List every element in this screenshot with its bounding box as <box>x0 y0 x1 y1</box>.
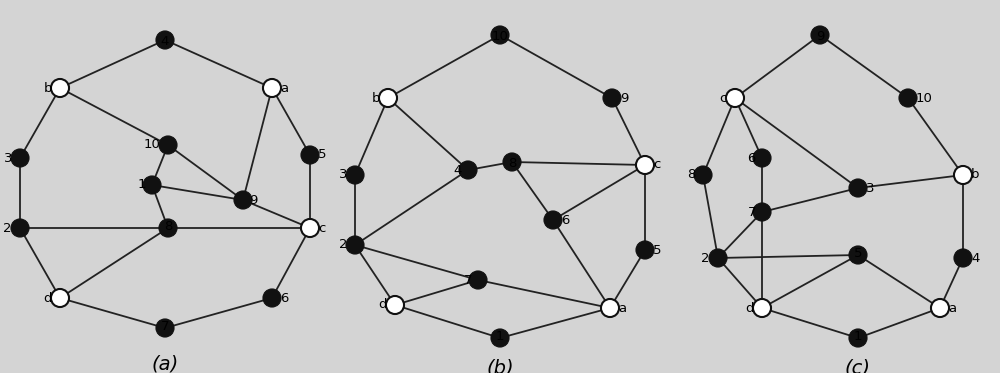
Circle shape <box>346 236 364 254</box>
Text: 5: 5 <box>854 247 862 260</box>
Text: 7: 7 <box>464 273 472 286</box>
Text: (c): (c) <box>845 358 871 373</box>
Circle shape <box>726 89 744 107</box>
Text: 5: 5 <box>318 148 326 162</box>
Text: 4: 4 <box>454 163 462 176</box>
Circle shape <box>849 179 867 197</box>
Text: 6: 6 <box>748 151 756 164</box>
Circle shape <box>694 166 712 184</box>
Text: d: d <box>378 298 387 311</box>
Text: c: c <box>318 222 325 235</box>
Text: 8: 8 <box>508 157 516 170</box>
Text: c: c <box>653 159 660 172</box>
Circle shape <box>11 149 29 167</box>
Circle shape <box>301 219 319 237</box>
Text: b: b <box>971 169 980 182</box>
Text: a: a <box>280 81 288 94</box>
Circle shape <box>156 31 174 49</box>
Circle shape <box>753 149 771 167</box>
Circle shape <box>301 146 319 164</box>
Circle shape <box>503 153 521 171</box>
Text: 4: 4 <box>971 251 979 264</box>
Circle shape <box>234 191 252 209</box>
Text: 8: 8 <box>687 169 695 182</box>
Circle shape <box>491 329 509 347</box>
Circle shape <box>954 249 972 267</box>
Text: 1: 1 <box>138 179 146 191</box>
Text: 2: 2 <box>338 238 347 251</box>
Text: a: a <box>948 301 956 314</box>
Text: d: d <box>44 292 52 304</box>
Circle shape <box>954 166 972 184</box>
Circle shape <box>811 26 829 44</box>
Circle shape <box>11 219 29 237</box>
Text: 10: 10 <box>492 30 508 43</box>
Circle shape <box>849 329 867 347</box>
Circle shape <box>849 246 867 264</box>
Text: (a): (a) <box>151 355 179 373</box>
Circle shape <box>143 176 161 194</box>
Circle shape <box>156 319 174 337</box>
Circle shape <box>603 89 621 107</box>
Text: 3: 3 <box>338 169 347 182</box>
Circle shape <box>601 299 619 317</box>
Circle shape <box>263 289 281 307</box>
Circle shape <box>753 203 771 221</box>
Text: 10: 10 <box>916 91 933 104</box>
Circle shape <box>379 89 397 107</box>
Circle shape <box>346 166 364 184</box>
Text: 9: 9 <box>816 30 824 43</box>
Text: 2: 2 <box>702 251 710 264</box>
Circle shape <box>51 79 69 97</box>
Circle shape <box>459 161 477 179</box>
Text: 2: 2 <box>4 222 12 235</box>
Text: 6: 6 <box>280 292 288 304</box>
Text: 8: 8 <box>164 220 172 233</box>
Text: b: b <box>44 81 52 94</box>
Circle shape <box>491 26 509 44</box>
Text: 3: 3 <box>866 182 874 194</box>
Circle shape <box>899 89 917 107</box>
Text: (b): (b) <box>486 358 514 373</box>
Circle shape <box>159 219 177 237</box>
Text: 4: 4 <box>161 35 169 48</box>
Circle shape <box>159 136 177 154</box>
Text: 7: 7 <box>748 206 756 219</box>
Text: 7: 7 <box>161 320 169 333</box>
Text: 3: 3 <box>4 151 12 164</box>
Text: 10: 10 <box>143 138 160 151</box>
Text: 9: 9 <box>620 91 628 104</box>
Circle shape <box>263 79 281 97</box>
Text: 1: 1 <box>496 330 504 343</box>
Circle shape <box>753 299 771 317</box>
Circle shape <box>544 211 562 229</box>
Text: 9: 9 <box>249 194 257 207</box>
Circle shape <box>636 156 654 174</box>
Text: c: c <box>720 91 727 104</box>
Circle shape <box>931 299 949 317</box>
Text: b: b <box>372 91 380 104</box>
Circle shape <box>709 249 727 267</box>
Text: 1: 1 <box>854 330 862 343</box>
Text: a: a <box>618 301 626 314</box>
Text: 6: 6 <box>561 213 569 226</box>
Text: 5: 5 <box>653 244 662 257</box>
Circle shape <box>469 271 487 289</box>
Circle shape <box>386 296 404 314</box>
Text: d: d <box>746 301 754 314</box>
Circle shape <box>636 241 654 259</box>
Circle shape <box>51 289 69 307</box>
